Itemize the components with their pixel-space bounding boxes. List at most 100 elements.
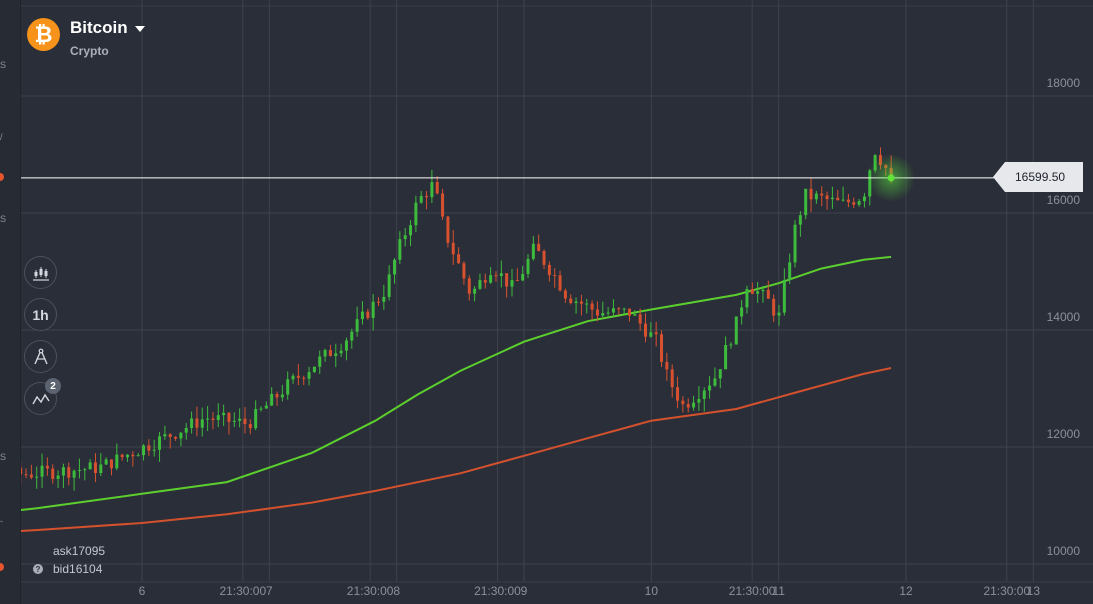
candle-body xyxy=(147,445,151,451)
strip-glyph: S xyxy=(0,214,7,224)
candle-body xyxy=(611,308,615,313)
candle-body xyxy=(510,280,514,287)
x-tick-label: 21:30:00 xyxy=(729,584,776,598)
candle-body xyxy=(740,307,744,317)
x-tick-label: 12 xyxy=(899,584,913,598)
fast-moving-average-line xyxy=(0,255,892,514)
candle-body xyxy=(206,418,210,420)
indicators-count-badge: 2 xyxy=(45,378,61,394)
y-tick-label: 16000 xyxy=(1047,193,1081,207)
candle-body xyxy=(766,289,770,299)
candle-body xyxy=(489,275,493,283)
notification-dot xyxy=(0,173,4,181)
candle-body xyxy=(115,454,119,469)
candle-body xyxy=(67,467,71,478)
candle-body xyxy=(734,316,738,345)
candle-body xyxy=(478,280,482,289)
candle-body xyxy=(547,264,551,276)
candle-body xyxy=(29,474,33,478)
candle-body xyxy=(788,262,792,281)
x-tick-label: 7 xyxy=(266,584,273,598)
candle-body xyxy=(686,404,690,408)
candle-body xyxy=(761,289,765,292)
candle-body xyxy=(414,202,418,226)
candle-body xyxy=(350,331,354,341)
current-price-value: 16599.50 xyxy=(1015,170,1066,184)
bid-label: bid xyxy=(53,562,70,576)
strip-glyph: / xyxy=(0,132,3,142)
info-icon[interactable]: ? xyxy=(33,564,43,574)
candle-body xyxy=(601,313,605,316)
asset-name: Bitcoin xyxy=(70,18,128,37)
candle-body xyxy=(563,290,567,299)
candle-body xyxy=(222,412,226,416)
candle-body xyxy=(772,298,776,316)
indicators-button[interactable]: 2 xyxy=(24,378,61,415)
candle-body xyxy=(606,312,610,314)
candle-body xyxy=(654,332,658,335)
candle-body xyxy=(595,309,599,316)
candle-body xyxy=(360,311,364,320)
candle-body xyxy=(852,202,856,205)
candle-body xyxy=(804,188,808,216)
candle-body xyxy=(750,289,754,294)
candle-body xyxy=(371,301,375,318)
candle-body xyxy=(195,418,199,428)
candle-body xyxy=(830,197,834,200)
candle-body xyxy=(590,303,594,310)
candle-body xyxy=(660,334,664,362)
asset-selector[interactable]: ₿ Bitcoin Crypto xyxy=(27,18,145,58)
candle-body xyxy=(318,356,322,367)
y-tick-label: 18000 xyxy=(1047,76,1081,90)
candle-body xyxy=(355,319,359,332)
x-tick-label: 13 xyxy=(1027,584,1041,598)
left-panel-edge: S / S S - xyxy=(0,0,21,604)
candle-body xyxy=(729,344,733,346)
candle-body xyxy=(537,243,541,252)
candle-body xyxy=(179,432,183,439)
candle-body xyxy=(163,434,167,437)
candle-body xyxy=(254,408,258,429)
candle-body xyxy=(574,301,578,304)
candle-body xyxy=(152,449,156,451)
candle-body xyxy=(286,379,290,395)
candle-body xyxy=(83,469,87,471)
candle-body xyxy=(264,405,268,409)
strip-glyph: S xyxy=(0,60,7,70)
candle-body xyxy=(681,400,685,405)
chart-type-button[interactable] xyxy=(24,256,57,289)
candle-body xyxy=(280,394,284,398)
drawing-tools-button[interactable] xyxy=(24,340,57,373)
candle-body xyxy=(676,387,680,401)
timeframe-button[interactable]: 1h xyxy=(24,298,57,331)
candle-body xyxy=(35,476,39,478)
candle-body xyxy=(718,369,722,379)
candle-body xyxy=(393,259,397,275)
y-tick-label: 12000 xyxy=(1047,427,1081,441)
candle-body xyxy=(61,467,65,476)
candle-body xyxy=(798,215,802,225)
candle-body xyxy=(398,239,402,260)
timeframe-label: 1h xyxy=(32,306,49,323)
candle-body xyxy=(248,424,252,429)
candle-body xyxy=(51,468,55,479)
candle-body xyxy=(702,390,706,400)
candle-body xyxy=(184,428,188,433)
candle-body xyxy=(531,243,535,259)
strip-glyph: - xyxy=(0,516,3,526)
candle-body xyxy=(862,196,866,202)
candle-body xyxy=(457,254,461,264)
candle-body xyxy=(120,454,124,458)
bitcoin-logo-icon: ₿ xyxy=(27,18,60,51)
candle-body xyxy=(24,474,28,476)
compass-icon xyxy=(33,348,48,364)
candle-body xyxy=(627,308,631,316)
candle-body xyxy=(174,436,178,439)
candle-body xyxy=(158,436,162,450)
candle-body xyxy=(339,350,343,354)
candle-body xyxy=(649,332,653,337)
candle-body xyxy=(232,420,236,422)
candle-body xyxy=(638,314,642,324)
candle-body xyxy=(515,280,519,282)
